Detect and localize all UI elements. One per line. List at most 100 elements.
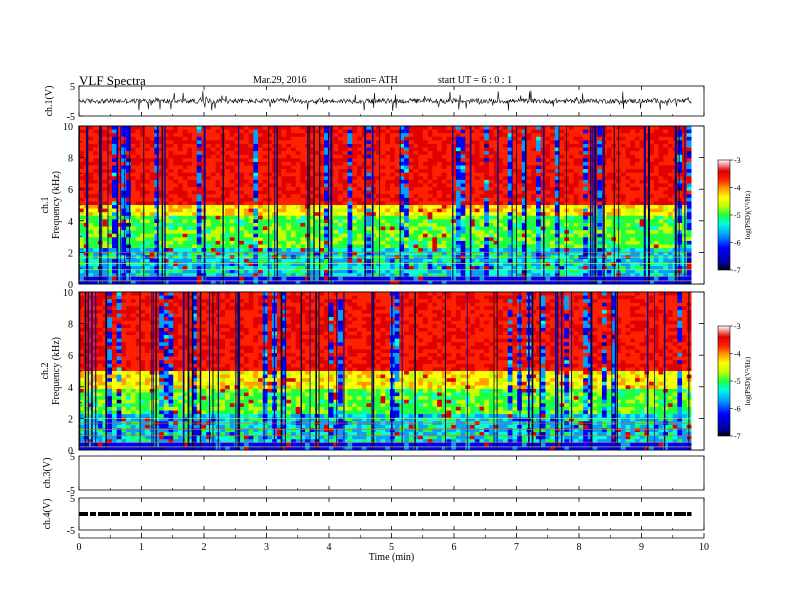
ch1-spectrogram-cell bbox=[583, 179, 589, 184]
ch1-spectrogram-cell bbox=[484, 248, 490, 252]
ch1-spectrogram-cell bbox=[413, 215, 419, 220]
ch1-spectrogram-cell bbox=[422, 140, 428, 145]
ch1-spectrogram-cell bbox=[512, 230, 518, 235]
ch1-spectrogram-cell bbox=[554, 194, 560, 199]
ch1-spectrogram-cell bbox=[262, 237, 268, 242]
ch1-spectrogram-cell bbox=[554, 280, 560, 285]
ch1-spectrogram-cell bbox=[573, 258, 579, 263]
ch1-spectrogram-cell bbox=[371, 179, 377, 184]
ch1-spectrogram-cell bbox=[446, 219, 452, 224]
ch1-spectrogram-cell bbox=[366, 226, 372, 231]
ch1-spectrogram-cell bbox=[262, 208, 268, 213]
ch1-spectrogram-cell bbox=[371, 129, 377, 134]
ch1-spectrogram-cell bbox=[225, 233, 231, 238]
ch1-spectrogram-cell bbox=[149, 136, 155, 141]
ch1-spectrogram-cell bbox=[474, 190, 480, 195]
ch1-spectrogram-cell bbox=[531, 219, 537, 224]
ch1-spectrogram-cell bbox=[465, 222, 471, 227]
ch1-spectrogram-cell bbox=[408, 133, 414, 138]
ch1-spectrogram-cell bbox=[163, 129, 169, 134]
ch1-spectrogram-cell bbox=[314, 161, 320, 166]
ch1-spectrogram-cell bbox=[413, 147, 419, 152]
ch1-spectrogram-cell bbox=[465, 248, 471, 252]
ch1-spectrogram-cell bbox=[192, 187, 198, 191]
ch1-spectrogram-cell bbox=[258, 187, 264, 191]
ch1-spectrogram-cell bbox=[309, 154, 315, 159]
ch1-spectrogram-cell bbox=[569, 133, 575, 138]
ch1-spectrogram-cell bbox=[187, 219, 193, 224]
ch1-spectrogram-cell bbox=[569, 233, 575, 238]
ch1-spectrogram-cell bbox=[474, 244, 480, 249]
ch1-spectrogram-cell bbox=[521, 197, 527, 202]
ch1-spectrogram-cell bbox=[578, 147, 584, 152]
ch1-spectrogram-cell bbox=[144, 240, 150, 245]
ch1-spectrogram-cell bbox=[309, 129, 315, 134]
ch1-spectrogram-cell bbox=[215, 248, 221, 252]
ch1-spectrogram-cell bbox=[437, 251, 443, 256]
ch1-spectrogram-cell bbox=[512, 226, 518, 231]
ch1-spectrogram-cell bbox=[149, 251, 155, 256]
ch1-spectrogram-cell bbox=[408, 140, 414, 145]
ch1-spectrogram-cell bbox=[484, 266, 490, 270]
ch1-spectrogram-cell bbox=[484, 140, 490, 145]
ch1-spectrogram-cell bbox=[281, 151, 287, 156]
ch1-spectrogram-cell bbox=[493, 205, 499, 209]
ch1-spectrogram-cell bbox=[465, 136, 471, 141]
ch1-spectrogram-cell bbox=[536, 172, 542, 177]
ch1-spectrogram-cell bbox=[234, 258, 240, 263]
ch1-spectrogram-cell bbox=[531, 244, 537, 249]
ch1-spectrogram-cell bbox=[79, 233, 85, 238]
ch1-spectrogram-cell bbox=[399, 212, 405, 217]
ch1-spectrogram-cell bbox=[474, 126, 480, 130]
ch1-spectrogram-cell bbox=[338, 151, 344, 156]
ch1-spectrogram-cell bbox=[319, 194, 325, 199]
ch1-spectrogram-cell bbox=[517, 143, 523, 148]
ch1-spectrogram-cell bbox=[498, 158, 504, 163]
ch1-spectrogram-cell bbox=[159, 136, 165, 141]
ch1-spectrogram-cell bbox=[427, 208, 433, 213]
ch1-spectrogram-cell bbox=[380, 240, 386, 245]
ch1-spectrogram-cell bbox=[149, 176, 155, 181]
ch1-spectrogram-cell bbox=[324, 230, 330, 235]
ch1-spectrogram-cell bbox=[418, 222, 424, 227]
ch1-spectrogram-cell bbox=[187, 266, 193, 270]
ch1-spectrogram-cell bbox=[441, 179, 447, 184]
ch1-spectrogram-cell bbox=[437, 183, 443, 188]
ch1-spectrogram-cell bbox=[422, 129, 428, 134]
ch1-spectrogram-cell bbox=[356, 161, 362, 166]
ch1-spectrogram-cell bbox=[107, 205, 113, 209]
ch1-spectrogram-cell bbox=[149, 280, 155, 285]
ch1-spectrogram-cell bbox=[262, 244, 268, 249]
ch1-spectrogram-cell bbox=[521, 233, 527, 238]
ch1-spectrogram-cell bbox=[291, 233, 297, 238]
ch1-spectrogram-cell bbox=[512, 140, 518, 145]
ch1-spectrogram-cell bbox=[465, 258, 471, 263]
ch1-spectrogram-cell bbox=[404, 280, 410, 285]
ch1-spectrogram-cell bbox=[243, 172, 249, 177]
ch1-spectrogram-cell bbox=[385, 237, 391, 242]
ch1-spectrogram-cell bbox=[225, 248, 231, 252]
ch1-spectrogram-cell bbox=[517, 187, 523, 191]
ch1-spectrogram-cell bbox=[371, 258, 377, 263]
ch1-spectrogram-cell bbox=[347, 208, 353, 213]
ch1-spectrogram-cell bbox=[116, 276, 122, 281]
ch1-spectrogram-cell bbox=[88, 140, 94, 145]
ch1-spectrogram-cell bbox=[196, 222, 202, 227]
ch1-spectrogram-cell bbox=[484, 179, 490, 184]
ch1-spectrogram-cell bbox=[465, 251, 471, 256]
ch1-spectrogram-cell bbox=[484, 190, 490, 195]
ch1-spectrogram-cell bbox=[484, 205, 490, 209]
ch1-spectrogram-cell bbox=[352, 244, 358, 249]
ch1-spectrogram-cell bbox=[503, 212, 509, 217]
ch1-spectrogram-cell bbox=[173, 212, 179, 217]
ch1-spectrogram-cell bbox=[93, 280, 99, 285]
ch1-spectrogram-cell bbox=[286, 266, 292, 270]
ch1-spectrogram-cell bbox=[498, 222, 504, 227]
ch1-spectrogram-cell bbox=[111, 197, 117, 202]
ch1-spectrogram-cell bbox=[116, 176, 122, 181]
ch1-spectrogram-cell bbox=[281, 176, 287, 181]
ch1-spectrogram-cell bbox=[493, 251, 499, 256]
ch1-spectrogram-cell bbox=[432, 248, 438, 252]
ch1-spectrogram-cell bbox=[319, 143, 325, 148]
ch1-spectrogram-cell bbox=[437, 266, 443, 270]
